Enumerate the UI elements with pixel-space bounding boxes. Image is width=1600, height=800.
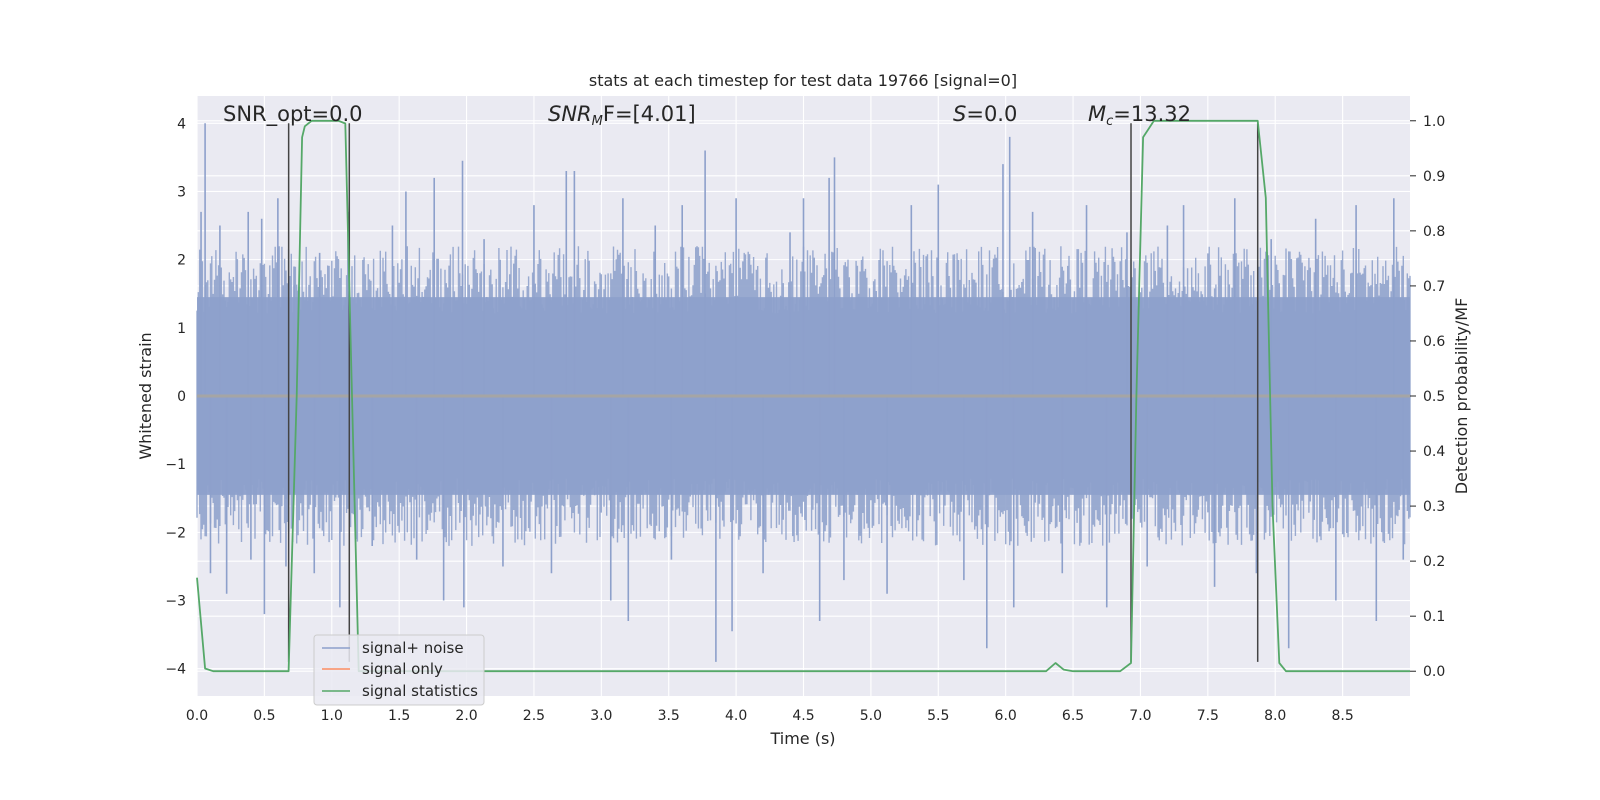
y-right-tick-label: 0.9 (1423, 169, 1445, 185)
y-tick-label: 4 (177, 116, 186, 132)
x-tick-label: 2.0 (455, 708, 477, 724)
y-axis-label: Whitened strain (136, 332, 155, 459)
legend-label-signal-only: signal only (362, 660, 443, 678)
snr-mf-annotation: SNRMF=[4.01] (548, 102, 696, 129)
y-tick-label: 1 (177, 321, 186, 337)
legend: signal+ noise signal only signal statist… (313, 634, 485, 706)
chart-title: stats at each timestep for test data 197… (589, 71, 1017, 90)
signal-statistics-line (196, 119, 1410, 673)
y-right-tick-label: 0.6 (1423, 334, 1445, 350)
s-base: S (953, 102, 966, 126)
legend-label-signal-statistics: signal statistics (362, 682, 478, 700)
legend-label-signal-noise: signal+ noise (362, 639, 464, 657)
x-tick-label: 6.5 (1062, 708, 1084, 724)
y-axis-right-label: Detection probability/MF (1452, 298, 1471, 495)
s-rest: =0.0 (966, 102, 1017, 126)
y-right-tick-label: 0.3 (1423, 499, 1445, 515)
x-tick-label: 1.0 (321, 708, 343, 724)
x-tick-label: 3.0 (590, 708, 612, 724)
y-tick-label: −2 (165, 525, 186, 541)
y-right-tick-label: 0.7 (1423, 279, 1445, 295)
mc-annotation: Mc=13.32 (1088, 102, 1191, 129)
snr-mf-sub: M (592, 114, 603, 129)
x-tick-label: 0.5 (253, 708, 275, 724)
x-tick-label: 4.5 (792, 708, 814, 724)
y-right-tick-label: 0.2 (1423, 554, 1445, 570)
x-tick-label: 6.0 (995, 708, 1017, 724)
y-tick-label: 3 (177, 184, 186, 200)
snr-opt-annotation: SNR_opt=0.0 (223, 102, 363, 127)
y-right-tick-label: 0.5 (1423, 389, 1445, 405)
mc-base: M (1088, 102, 1106, 126)
snr-mf-rest: F=[4.01] (603, 102, 696, 126)
y-right-tick-label: 0.4 (1423, 444, 1445, 460)
x-tick-label: 0.0 (186, 708, 208, 724)
legend-box (313, 634, 485, 706)
y-right-tick-label: 1.0 (1423, 114, 1445, 130)
y-tick-label: −3 (165, 594, 186, 610)
x-axis-label: Time (s) (769, 729, 835, 748)
signal-statistics-series (196, 119, 1410, 673)
snr-mf-base: SNR (548, 102, 592, 126)
x-tick-label: 5.0 (860, 708, 882, 724)
x-tick-label: 1.5 (388, 708, 410, 724)
x-tick-label: 2.5 (523, 708, 545, 724)
x-tick-label: 5.5 (927, 708, 949, 724)
y-tick-label: 2 (177, 253, 186, 269)
mc-sub: c (1106, 114, 1113, 129)
y-right-tick-label: 0.1 (1423, 609, 1445, 625)
y-right-tick-label: 0.0 (1423, 664, 1445, 680)
x-tick-label: 8.5 (1331, 708, 1353, 724)
x-tick-label: 7.5 (1197, 708, 1219, 724)
axis-ticks: 0.0 0.5 1.0 1.5 2.0 2.5 3.0 3.5 4.0 4.5 5.0 5.5 6.0 6… (165, 114, 1445, 724)
x-tick-label: 4.0 (725, 708, 747, 724)
y-tick-label: −4 (165, 662, 186, 678)
x-tick-label: 7.0 (1129, 708, 1151, 724)
detection-window-lines (287, 123, 1259, 662)
y-tick-label: 0 (177, 389, 186, 405)
mc-rest: =13.32 (1113, 102, 1191, 126)
x-tick-label: 8.0 (1264, 708, 1286, 724)
y-tick-label: −1 (165, 457, 186, 473)
s-annotation: S=0.0 (953, 102, 1017, 126)
x-tick-label: 3.5 (658, 708, 680, 724)
y-right-tick-label: 0.8 (1423, 224, 1445, 240)
signal-only-series (197, 394, 1410, 398)
